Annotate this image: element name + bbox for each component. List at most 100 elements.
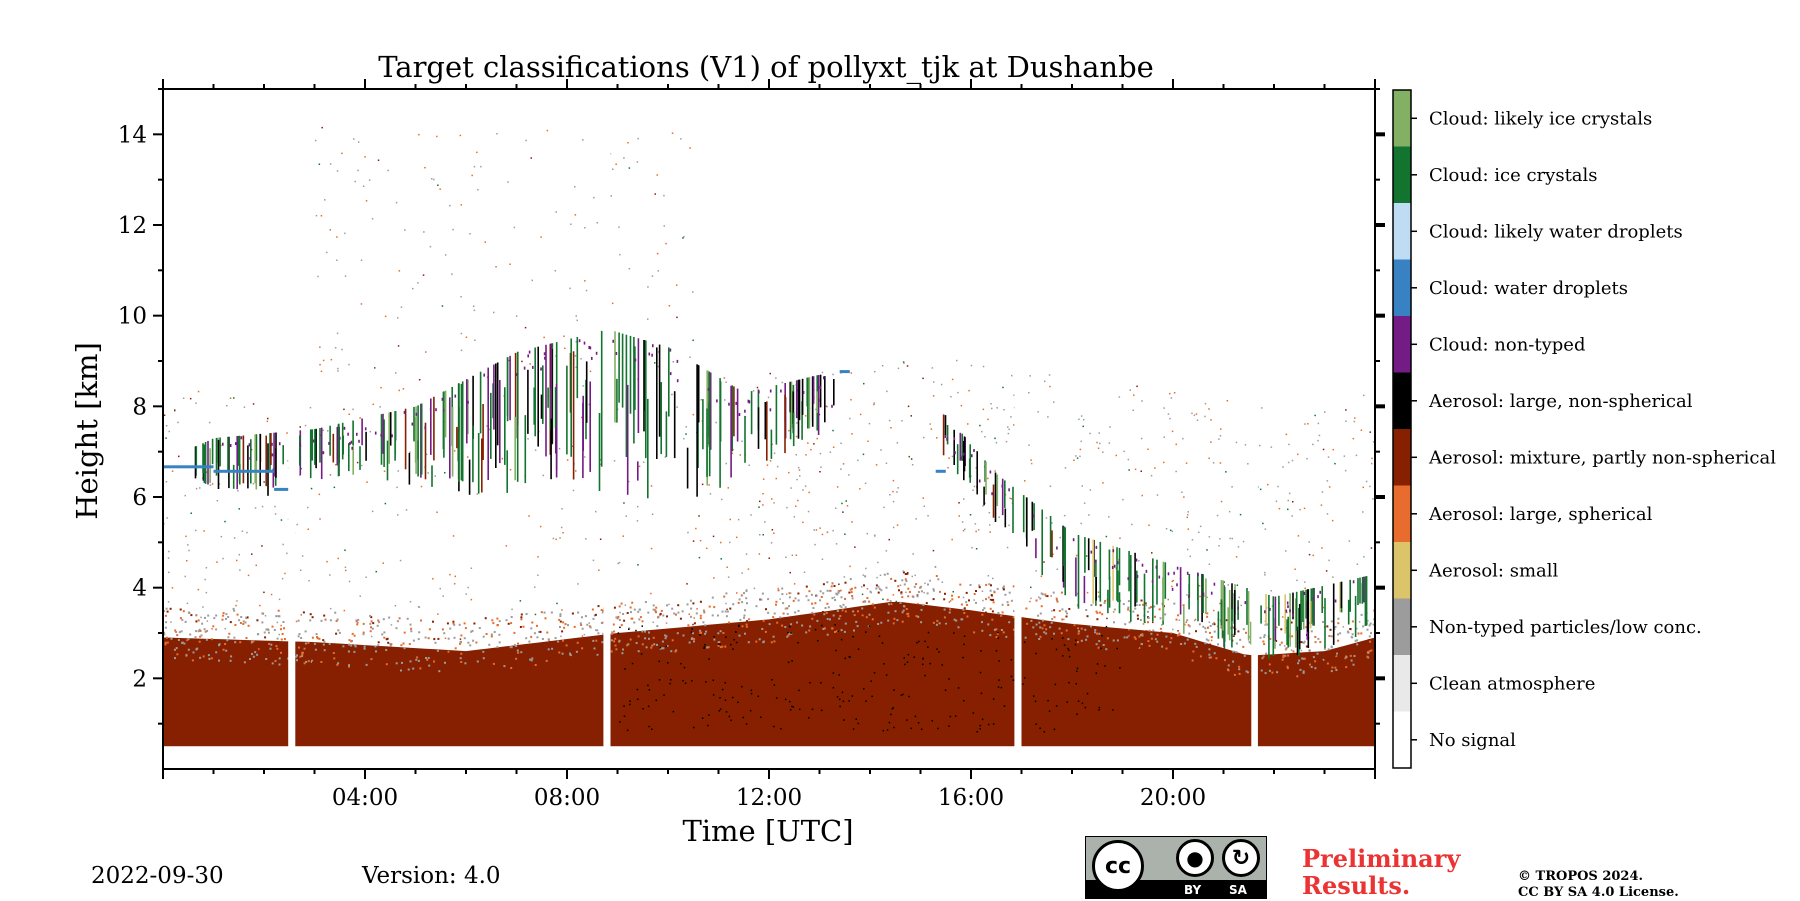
class-pixel: [1095, 610, 1098, 613]
class-pixel: [1334, 628, 1336, 630]
class-pixel: [692, 291, 694, 293]
class-pixel: [840, 589, 842, 592]
class-pixel: [204, 630, 207, 633]
class-pixel: [953, 618, 956, 621]
class-pixel: [353, 634, 356, 637]
class-pixel: [769, 389, 772, 393]
class-pixel: [984, 625, 987, 628]
class-pixel: [636, 161, 639, 163]
class-pixel: [814, 602, 817, 605]
class-pixel: [936, 648, 938, 650]
class-pixel: [271, 442, 273, 446]
class-pixel: [912, 595, 915, 598]
class-pixel: [1330, 635, 1333, 638]
class-pixel: [365, 431, 367, 461]
cc-license-badge[interactable]: cc ● ↻ BY SA: [1085, 836, 1267, 899]
class-pixel: [1094, 629, 1097, 631]
class-pixel: [1128, 469, 1130, 471]
class-pixel: [184, 494, 186, 497]
class-pixel: [1011, 374, 1013, 377]
class-pixel: [1210, 656, 1213, 659]
class-pixel: [534, 586, 536, 588]
class-pixel: [1089, 489, 1092, 491]
class-pixel: [520, 613, 523, 616]
class-pixel: [1152, 629, 1155, 632]
y-tick-label: 14: [118, 122, 147, 148]
class-pixel: [936, 619, 939, 622]
class-pixel: [507, 181, 509, 183]
class-pixel: [507, 622, 510, 625]
class-pixel: [383, 636, 386, 639]
class-pixel: [429, 245, 432, 248]
class-pixel: [213, 617, 216, 620]
class-pixel: [170, 658, 173, 661]
class-pixel: [524, 326, 527, 329]
class-pixel: [382, 413, 384, 454]
class-pixel: [891, 708, 894, 710]
class-pixel: [892, 490, 894, 493]
class-pixel: [813, 613, 816, 616]
class-pixel: [868, 625, 871, 627]
class-pixel: [812, 396, 815, 400]
class-pixel: [443, 391, 445, 458]
class-pixel: [412, 667, 415, 670]
class-pixel: [612, 623, 615, 626]
class-pixel: [573, 625, 576, 628]
class-pixel: [1350, 659, 1353, 662]
class-pixel: [687, 624, 690, 627]
class-pixel: [1326, 662, 1329, 665]
class-pixel: [892, 707, 894, 709]
class-pixel: [1326, 625, 1329, 628]
class-pixel: [957, 596, 960, 599]
class-pixel: [725, 636, 727, 638]
class-pixel: [992, 698, 995, 700]
class-pixel: [498, 633, 501, 636]
class-pixel: [784, 394, 786, 454]
legend-swatch: [1393, 203, 1411, 260]
class-pixel: [987, 623, 990, 626]
class-pixel: [195, 645, 198, 648]
class-pixel: [656, 643, 658, 646]
class-pixel: [1141, 494, 1143, 497]
class-pixel: [915, 518, 917, 520]
class-pixel: [887, 619, 890, 622]
class-pixel: [304, 630, 307, 633]
class-pixel: [902, 609, 905, 612]
class-pixel: [1051, 522, 1053, 524]
class-pixel: [1172, 628, 1174, 631]
class-pixel: [1098, 432, 1100, 434]
class-pixel: [1173, 602, 1176, 605]
class-pixel: [787, 634, 790, 637]
class-pixel: [1150, 637, 1153, 640]
class-pixel: [953, 437, 956, 441]
class-pixel: [808, 377, 811, 429]
class-pixel: [1178, 632, 1181, 635]
class-pixel: [1008, 428, 1010, 431]
class-pixel: [579, 622, 582, 625]
class-pixel: [1229, 537, 1231, 540]
class-pixel: [873, 606, 876, 609]
class-pixel: [186, 560, 188, 562]
class-pixel: [963, 635, 966, 637]
class-pixel: [1197, 583, 1199, 622]
class-pixel: [651, 353, 653, 357]
class-pixel: [1178, 619, 1181, 621]
class-pixel: [595, 351, 598, 355]
class-pixel: [717, 614, 719, 617]
class-pixel: [840, 606, 843, 609]
class-pixel: [997, 612, 1000, 614]
class-pixel: [955, 619, 958, 622]
class-pixel: [205, 567, 208, 569]
class-pixel: [927, 631, 930, 634]
class-pixel: [729, 541, 731, 544]
class-pixel: [407, 668, 410, 671]
class-pixel: [525, 613, 528, 615]
class-pixel: [809, 625, 812, 628]
class-pixel: [1087, 538, 1090, 571]
class-pixel: [1265, 652, 1268, 655]
class-pixel: [1353, 420, 1356, 423]
class-pixel: [357, 621, 359, 624]
class-pixel: [385, 663, 388, 666]
class-pixel: [791, 660, 793, 662]
